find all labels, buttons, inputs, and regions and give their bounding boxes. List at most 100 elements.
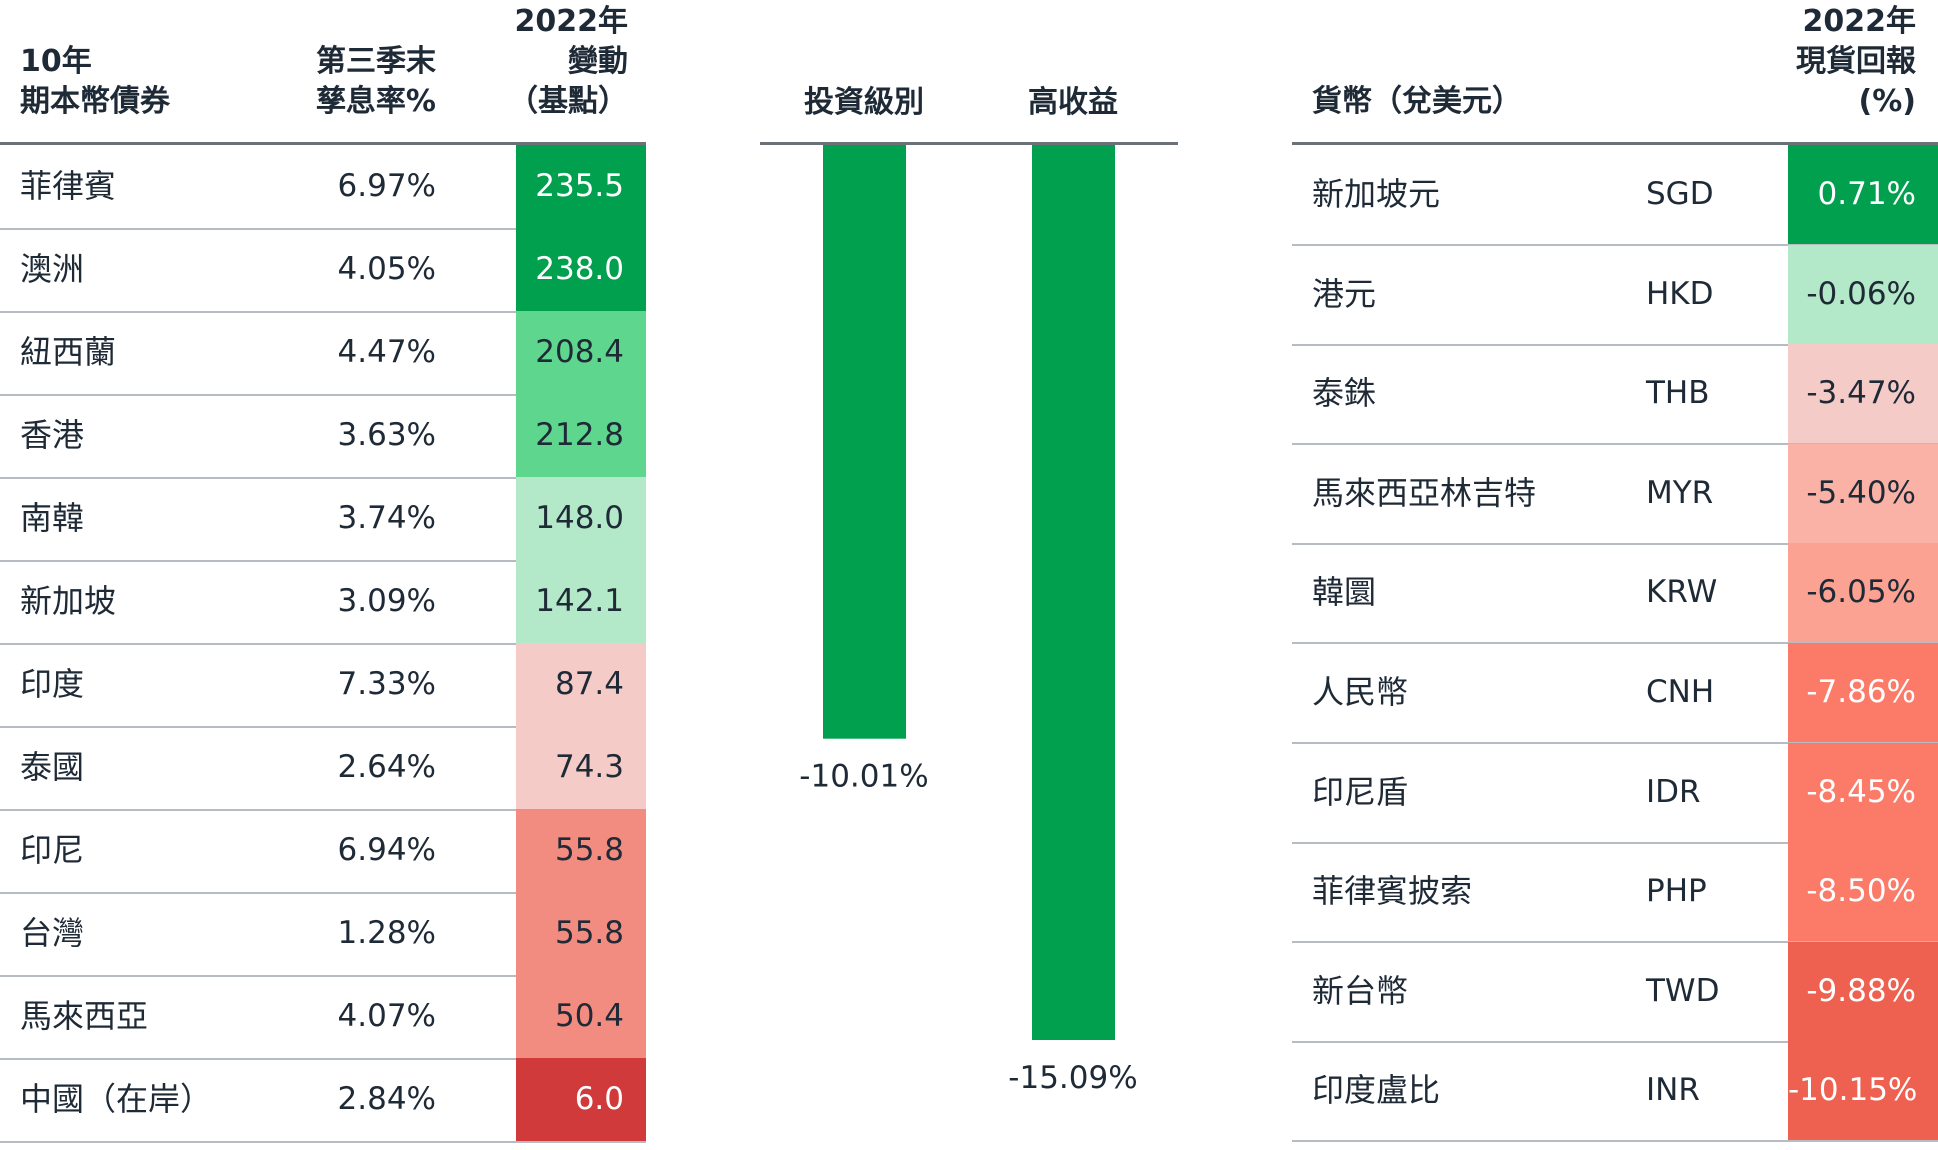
- currency-row: 馬來西亞林吉特 MYR -5.40%: [1292, 444, 1938, 545]
- currency-name: 馬來西亞林吉特: [1312, 474, 1537, 512]
- bar-chart-svg: 投資級別 高收益 -10.01% -15.09%: [760, 85, 1178, 1096]
- bond-name-header-line2: 期本幣債券: [20, 84, 170, 119]
- value-label-high-yield: -15.09%: [1008, 1060, 1137, 1096]
- bond-row: 印尼 6.94% 55.8: [0, 809, 646, 894]
- currency-code: MYR: [1646, 475, 1714, 511]
- currency-return-cell: -5.40%: [1788, 444, 1938, 543]
- value-label-investment-grade: -10.01%: [799, 759, 928, 795]
- bond-yield-value: 6.97%: [337, 168, 436, 204]
- bond-change-cell: 55.8: [516, 892, 646, 975]
- bond-change-cell: 148.0: [516, 477, 646, 560]
- currency-return-cell: -8.45%: [1788, 743, 1938, 842]
- chart-baseline: [760, 142, 1178, 145]
- bond-yield-value: 3.63%: [337, 417, 436, 453]
- bond-market-name: 泰國: [20, 748, 85, 786]
- bond-row: 泰國 2.64% 74.3: [0, 726, 646, 811]
- currency-header-rule: [1292, 142, 1938, 145]
- bond-row: 中國（在岸） 2.84% 6.0: [0, 1058, 646, 1143]
- currency-name: 港元: [1312, 275, 1377, 313]
- currency-return-cell: -9.88%: [1788, 942, 1938, 1041]
- bond-change-cell: 142.1: [516, 560, 646, 643]
- currency-name: 泰銖: [1312, 374, 1377, 412]
- bond-row: 澳洲 4.05% 238.0: [0, 228, 646, 313]
- bond-row: 南韓 3.74% 148.0: [0, 477, 646, 562]
- currency-return-header-line1: 2022年: [1802, 4, 1917, 39]
- bond-yield-value: 6.94%: [337, 832, 436, 868]
- bond-row: 紐西蘭 4.47% 208.4: [0, 311, 646, 396]
- bond-market-name: 紐西蘭: [20, 333, 117, 371]
- bond-change-cell: 50.4: [516, 975, 646, 1058]
- bond-market-name: 南韓: [20, 499, 85, 537]
- currency-return-header-line2: 現貨回報: [1796, 44, 1916, 79]
- bond-market-name: 台灣: [20, 914, 85, 952]
- bond-yield-value: 1.28%: [337, 915, 436, 951]
- bond-change-header: 2022年 變動 （基點）: [508, 2, 628, 122]
- currency-code: INR: [1646, 1072, 1700, 1108]
- bond-yield-value: 7.33%: [337, 666, 436, 702]
- bond-market-name: 印度: [20, 665, 85, 703]
- bond-yield-value: 3.09%: [337, 583, 436, 619]
- bond-change-header-line3: （基點）: [508, 84, 628, 119]
- bond-yield-value: 4.47%: [337, 334, 436, 370]
- bond-name-header: 10年 期本幣債券: [20, 42, 170, 122]
- spread-bar-chart: 投資級別 高收益 -10.01% -15.09%: [760, 0, 1178, 1146]
- currency-code: PHP: [1646, 873, 1707, 909]
- currency-row: 印尼盾 IDR -8.45%: [1292, 743, 1938, 844]
- currency-return-cell: -0.06%: [1788, 245, 1938, 344]
- currency-row: 菲律賓披索 PHP -8.50%: [1292, 842, 1938, 943]
- currency-row: 新台幣 TWD -9.88%: [1292, 942, 1938, 1043]
- bond-yield-value: 3.74%: [337, 500, 436, 536]
- currency-return-header: 2022年 現貨回報 (%): [1796, 2, 1916, 122]
- currency-return-header-line3: (%): [1858, 84, 1916, 119]
- bond-market-name: 香港: [20, 416, 85, 454]
- currency-name: 菲律賓披索: [1312, 872, 1473, 910]
- bond-row: 印度 7.33% 87.4: [0, 643, 646, 728]
- bond-row: 香港 3.63% 212.8: [0, 394, 646, 479]
- currency-name: 人民幣: [1312, 673, 1409, 711]
- bond-name-header-line1: 10年: [20, 44, 92, 79]
- bond-change-cell: 235.5: [516, 145, 646, 228]
- bond-market-name: 新加坡: [20, 582, 117, 620]
- bond-market-name: 中國（在岸）: [20, 1080, 213, 1118]
- bar-high-yield: [1032, 145, 1115, 1040]
- currency-return-cell: -6.05%: [1788, 543, 1938, 642]
- currency-code: THB: [1646, 375, 1710, 411]
- bond-change-cell: 74.3: [516, 726, 646, 809]
- currency-name-header: 貨幣（兌美元）: [1312, 84, 1522, 119]
- currency-code: IDR: [1646, 774, 1701, 810]
- currency-name: 韓圜: [1312, 573, 1377, 611]
- currency-code: KRW: [1646, 574, 1718, 610]
- bond-change-cell: 87.4: [516, 643, 646, 726]
- bond-market-name: 印尼: [20, 831, 85, 869]
- bond-yield-value: 2.64%: [337, 749, 436, 785]
- currency-row: 韓圜 KRW -6.05%: [1292, 543, 1938, 644]
- bond-yield-header: 第三季末 孳息率%: [316, 42, 436, 122]
- currency-return-cell: -8.50%: [1788, 842, 1938, 941]
- bond-change-cell: 6.0: [516, 1058, 646, 1141]
- currency-name: 印度盧比: [1312, 1071, 1441, 1109]
- currency-row: 港元 HKD -0.06%: [1292, 245, 1938, 346]
- currency-row: 新加坡元 SGD 0.71%: [1292, 145, 1938, 246]
- currency-return-cell: -3.47%: [1788, 344, 1938, 443]
- bond-header-rule: [0, 142, 646, 145]
- bond-yield-header-line1: 第三季末: [316, 44, 436, 79]
- bond-change-cell: 55.8: [516, 809, 646, 892]
- bond-yield-value: 2.84%: [337, 1081, 436, 1117]
- category-label-high-yield: 高收益: [1028, 85, 1118, 120]
- bond-yield-header-line2: 孳息率%: [315, 84, 436, 119]
- currency-code: SGD: [1646, 176, 1714, 212]
- bond-market-name: 馬來西亞: [20, 997, 149, 1035]
- category-label-investment-grade: 投資級別: [804, 85, 924, 120]
- bar-investment-grade: [823, 145, 906, 739]
- bond-change-cell: 208.4: [516, 311, 646, 394]
- bond-row: 馬來西亞 4.07% 50.4: [0, 975, 646, 1060]
- currency-row: 印度盧比 INR -10.15%: [1292, 1041, 1938, 1142]
- bond-market-name: 澳洲: [20, 250, 85, 288]
- bond-change-header-line1: 2022年: [514, 4, 629, 39]
- bond-change-header-line2: 變動: [568, 44, 628, 79]
- bond-row: 菲律賓 6.97% 235.5: [0, 145, 646, 230]
- currency-name: 新加坡元: [1312, 175, 1441, 213]
- currency-code: HKD: [1646, 276, 1714, 312]
- bond-change-cell: 238.0: [516, 228, 646, 311]
- currency-code: CNH: [1646, 674, 1715, 710]
